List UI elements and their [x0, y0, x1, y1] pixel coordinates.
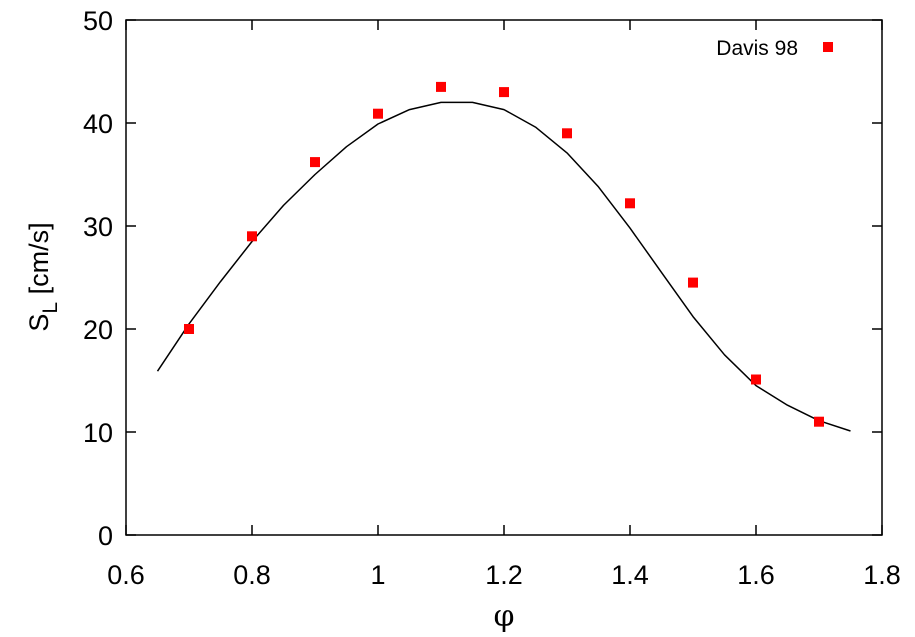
x-tick-label: 1	[370, 560, 385, 590]
data-point	[247, 231, 257, 242]
y-tick-label: 50	[83, 6, 113, 36]
tick-labels: 0.6 0.8 1 1.2 1.4 1.6 1.8 0 10 20 30 40 50	[83, 6, 901, 590]
data-point	[436, 81, 446, 92]
data-point	[373, 108, 383, 119]
data-point	[499, 87, 509, 98]
x-tick-label: 1.6	[737, 560, 775, 590]
ticks	[125, 19, 883, 536]
plot-content	[156, 81, 851, 432]
legend: Davis 98	[716, 37, 833, 60]
data-point	[688, 277, 698, 288]
y-tick-label: 0	[98, 521, 113, 551]
x-tick-label: 0.8	[233, 560, 271, 590]
series-line	[156, 101, 851, 432]
data-point	[751, 374, 761, 385]
y-tick-label: 30	[83, 212, 113, 242]
y-axis-label: SL [cm/s]	[24, 222, 62, 331]
data-point	[184, 324, 194, 334]
y-axis-label-main: S	[24, 314, 54, 332]
y-axis-label-unit: [cm/s]	[24, 222, 54, 302]
y-tick-label: 40	[83, 109, 113, 139]
data-point	[814, 416, 824, 427]
data-point	[625, 198, 635, 209]
legend-label: Davis 98	[716, 37, 798, 60]
y-tick-label: 20	[83, 315, 113, 345]
plot-frame	[125, 19, 883, 536]
x-tick-label: 1.4	[611, 560, 649, 590]
y-tick-label: 10	[83, 418, 113, 448]
legend-marker	[823, 42, 833, 52]
x-tick-label: 0.6	[107, 560, 145, 590]
x-tick-label: 1.2	[485, 560, 523, 590]
x-tick-label: 1.8	[863, 560, 901, 590]
x-axis-label: φ	[493, 599, 514, 634]
data-point	[562, 128, 572, 139]
data-point	[310, 157, 320, 168]
y-axis-label-subscript: L	[39, 302, 62, 314]
